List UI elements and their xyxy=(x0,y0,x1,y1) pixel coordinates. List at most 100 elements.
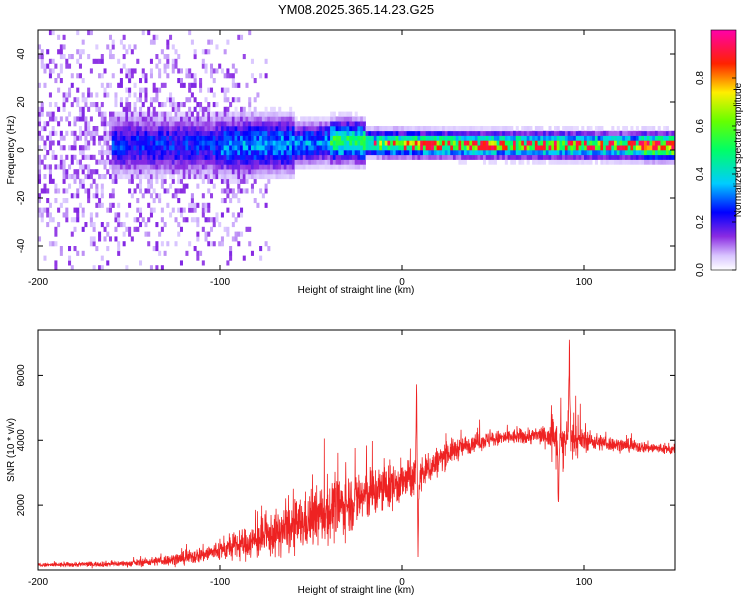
heatmap-cell xyxy=(256,116,260,122)
heatmap-cell xyxy=(169,150,173,156)
heatmap-cell xyxy=(458,159,462,165)
heatmap-cell xyxy=(128,159,132,165)
heatmap-cell xyxy=(133,116,137,122)
heatmap-cell xyxy=(611,150,615,156)
heatmap-cell xyxy=(261,169,265,175)
heatmap-cell xyxy=(357,150,361,156)
heatmap-cell xyxy=(59,202,63,208)
heatmap-cell xyxy=(59,49,63,55)
heatmap-cell xyxy=(114,178,118,184)
heatmap-cell xyxy=(185,159,189,165)
heatmap-cell xyxy=(562,130,566,136)
heatmap-cell xyxy=(308,121,312,127)
heatmap-cell xyxy=(622,159,626,165)
heatmap-cell xyxy=(212,126,216,132)
heatmap-cell xyxy=(84,174,88,180)
heatmap-cell xyxy=(657,150,661,156)
heatmap-cell xyxy=(474,145,478,151)
heatmap-cell xyxy=(474,154,478,160)
heatmap-cell xyxy=(212,92,216,98)
heatmap-cell xyxy=(253,154,257,160)
heatmap-cell xyxy=(409,126,413,132)
heatmap-cell xyxy=(204,145,208,151)
heatmap-cell xyxy=(343,135,347,141)
heatmap-cell xyxy=(141,87,145,93)
heatmap-cell xyxy=(190,164,194,170)
heatmap-cell xyxy=(341,116,345,122)
heatmap-cell xyxy=(158,121,162,127)
heatmap-cell xyxy=(89,116,93,122)
heatmap-cell xyxy=(532,145,536,151)
heatmap-cell xyxy=(398,150,402,156)
heatmap-cell xyxy=(349,159,353,165)
heatmap-cell xyxy=(144,188,148,194)
heatmap-cell xyxy=(106,121,110,127)
heatmap-cell xyxy=(226,169,230,175)
heatmap-cell xyxy=(346,164,350,170)
heatmap-cell xyxy=(111,145,115,151)
heatmap-cell xyxy=(346,121,350,127)
heatmap-cell xyxy=(305,116,309,122)
heatmap-cell xyxy=(177,135,181,141)
heatmap-cell xyxy=(556,150,560,156)
heatmap-cell xyxy=(136,174,140,180)
heatmap-cell xyxy=(103,159,107,165)
heatmap-cell xyxy=(177,207,181,213)
snr-x-label: Height of straight line (km) xyxy=(298,585,415,596)
heatmap-cell xyxy=(149,111,153,117)
heatmap-cell xyxy=(261,164,265,170)
heatmap-cell xyxy=(141,135,145,141)
heatmap-cell xyxy=(594,154,598,160)
heatmap-cell xyxy=(48,92,52,98)
heatmap-cell xyxy=(455,154,459,160)
heatmap-cell xyxy=(171,207,175,213)
heatmap-cell xyxy=(240,159,244,165)
heatmap-cell xyxy=(600,154,604,160)
heatmap-cell xyxy=(267,145,271,151)
heatmap-cell xyxy=(177,78,181,84)
heatmap-cell xyxy=(264,130,268,136)
heatmap-cell xyxy=(119,150,123,156)
heatmap-cell xyxy=(76,49,80,55)
heatmap-cell xyxy=(381,140,386,146)
heatmap-cell xyxy=(139,111,143,117)
heatmap-cell xyxy=(179,135,183,141)
heatmap-cell xyxy=(327,145,331,151)
heatmap-cell xyxy=(144,145,148,151)
heatmap-cell xyxy=(635,145,639,151)
heatmap-cell xyxy=(179,150,183,156)
heatmap-cell xyxy=(160,178,164,184)
heatmap-cell xyxy=(234,231,238,237)
heatmap-cell xyxy=(51,58,55,64)
heatmap-cell xyxy=(485,140,489,146)
heatmap-cell xyxy=(270,164,274,170)
heatmap-cell xyxy=(215,44,219,50)
heatmap-cell xyxy=(283,145,287,151)
heatmap-cell xyxy=(130,159,134,165)
heatmap-cell xyxy=(294,130,298,136)
heatmap-cell xyxy=(141,68,145,74)
heatmap-cell xyxy=(212,78,216,84)
heatmap-cell xyxy=(420,140,424,146)
heatmap-cell xyxy=(343,145,347,151)
heatmap-cell xyxy=(581,159,585,165)
heatmap-x-tick-label: 0 xyxy=(399,277,405,288)
heatmap-cell xyxy=(130,116,134,122)
heatmap-cell xyxy=(57,188,61,194)
heatmap-cell xyxy=(297,130,301,136)
heatmap-cell xyxy=(177,54,181,60)
heatmap-cell xyxy=(668,159,672,165)
heatmap-cell xyxy=(40,135,44,141)
heatmap-cell xyxy=(327,140,331,146)
heatmap-cell xyxy=(59,68,63,74)
heatmap-cell xyxy=(360,150,364,156)
heatmap-cell xyxy=(373,126,377,132)
heatmap-cell xyxy=(349,135,353,141)
heatmap-cell xyxy=(114,150,118,156)
heatmap-cell xyxy=(493,159,497,165)
heatmap-cell xyxy=(270,174,274,180)
heatmap-cell xyxy=(403,126,407,132)
heatmap-cell xyxy=(65,188,69,194)
heatmap-cell xyxy=(603,140,607,146)
heatmap-cell xyxy=(103,68,107,74)
